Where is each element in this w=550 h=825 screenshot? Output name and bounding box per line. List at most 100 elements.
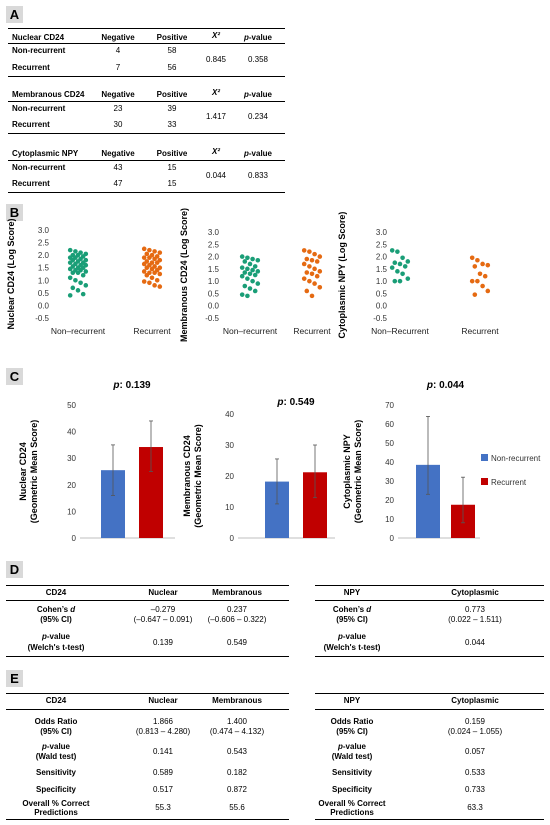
data-point xyxy=(152,283,157,288)
data-point xyxy=(239,273,245,279)
y-tick-label: 3.0 xyxy=(38,226,50,235)
data-point xyxy=(485,262,491,268)
col-header: Positive xyxy=(156,33,188,42)
row-label: (95% CI) xyxy=(336,727,368,736)
cell: 23 xyxy=(113,104,123,113)
data-point xyxy=(75,288,81,293)
y-tick-label: 40 xyxy=(67,428,76,437)
data-point xyxy=(395,269,400,274)
data-point xyxy=(475,278,480,284)
panel-label-a: A xyxy=(6,6,23,23)
row-label: (95% CI) xyxy=(40,727,72,736)
data-point xyxy=(242,283,248,289)
cell: –0.279 xyxy=(150,605,176,614)
y-tick-label: 1.5 xyxy=(208,265,220,274)
data-point xyxy=(73,249,78,254)
cell: (0.022 – 1.511) xyxy=(448,615,502,624)
data-point xyxy=(317,284,323,290)
y-tick-label: 1.0 xyxy=(208,277,220,286)
data-point xyxy=(80,272,86,278)
data-point xyxy=(392,260,398,266)
y-tick-label: 3.0 xyxy=(208,228,220,237)
data-point xyxy=(80,291,86,297)
cell: 33 xyxy=(167,120,177,129)
row-label: Predictions xyxy=(34,808,78,817)
data-point xyxy=(157,250,163,255)
col-header: Cytoplasmic xyxy=(451,588,499,597)
data-point xyxy=(392,278,398,284)
y-tick-label: 2.0 xyxy=(208,253,220,262)
data-point xyxy=(144,265,150,271)
cell: 39 xyxy=(167,104,177,113)
data-point xyxy=(157,284,163,289)
y-axis-label: (Geometric Mean Score) xyxy=(353,420,363,524)
data-point xyxy=(307,278,312,284)
x-tick-label: Non–Recurrent xyxy=(371,326,429,336)
y-axis-label: (Geometric Mean Score) xyxy=(29,420,39,524)
data-point xyxy=(475,257,480,263)
cell: 0.517 xyxy=(152,785,174,794)
data-point xyxy=(301,261,307,267)
cell: 0.845 xyxy=(205,55,227,64)
data-point xyxy=(304,288,310,294)
data-point xyxy=(242,270,248,275)
row-label: Non-recurrent xyxy=(12,163,66,172)
row-label: Specificity xyxy=(35,785,77,794)
col-header: p-value xyxy=(243,33,273,42)
data-point xyxy=(67,293,73,298)
data-point xyxy=(144,251,150,257)
data-point xyxy=(154,277,160,283)
data-point xyxy=(304,270,310,275)
cell: 1.866 xyxy=(152,717,174,726)
data-point xyxy=(389,248,395,253)
col-header: NPY xyxy=(343,588,361,597)
data-point xyxy=(245,255,250,261)
col-header: CD24 xyxy=(45,696,67,705)
cell: 55.6 xyxy=(229,803,245,812)
data-point xyxy=(67,266,73,272)
cell: 0.237 xyxy=(226,605,248,614)
y-tick-label: 2.5 xyxy=(208,240,220,249)
cell: (–0.606 – 0.322) xyxy=(207,615,267,624)
panel-label-e: E xyxy=(6,670,23,687)
col-header: p-value xyxy=(243,149,273,158)
data-point xyxy=(389,265,395,270)
cell: 0.533 xyxy=(464,768,486,777)
cell: 0.044 xyxy=(205,171,227,180)
row-label: p-value xyxy=(41,742,71,751)
data-point xyxy=(482,273,488,279)
data-point xyxy=(73,277,78,283)
row-label: p-value xyxy=(337,632,367,641)
p-value-annotation: p: 0.139 xyxy=(112,380,151,391)
cell: 1.400 xyxy=(226,717,248,726)
data-point xyxy=(250,267,255,273)
col-header: Negative xyxy=(101,33,135,42)
legend-swatch xyxy=(481,478,488,485)
y-tick-label: 1.5 xyxy=(376,265,388,274)
panel-label-b: B xyxy=(6,204,23,221)
data-point xyxy=(141,269,147,274)
y-tick-label: 70 xyxy=(385,401,394,410)
data-point xyxy=(152,270,157,276)
data-point xyxy=(147,247,152,253)
row-label: Recurrent xyxy=(12,63,50,72)
cell: (0.813 – 4.280) xyxy=(135,727,191,736)
data-point xyxy=(405,276,411,281)
data-point xyxy=(245,293,250,299)
cell: 4 xyxy=(115,46,121,55)
data-point xyxy=(400,271,405,277)
y-tick-label: 1.0 xyxy=(38,276,50,285)
data-point xyxy=(472,264,478,269)
col-header: Nuclear xyxy=(148,588,178,597)
legend-swatch xyxy=(481,454,488,461)
data-point xyxy=(152,256,157,262)
cell: 0.833 xyxy=(247,171,269,180)
row-label: Sensitivity xyxy=(331,768,373,777)
row-label: (95% CI) xyxy=(40,615,72,624)
cell: 63.3 xyxy=(467,803,483,812)
y-tick-label: -0.5 xyxy=(205,314,219,323)
data-point xyxy=(239,265,245,270)
y-tick-label: 20 xyxy=(225,472,234,481)
data-point xyxy=(314,273,320,279)
row-label: Sensitivity xyxy=(35,768,77,777)
